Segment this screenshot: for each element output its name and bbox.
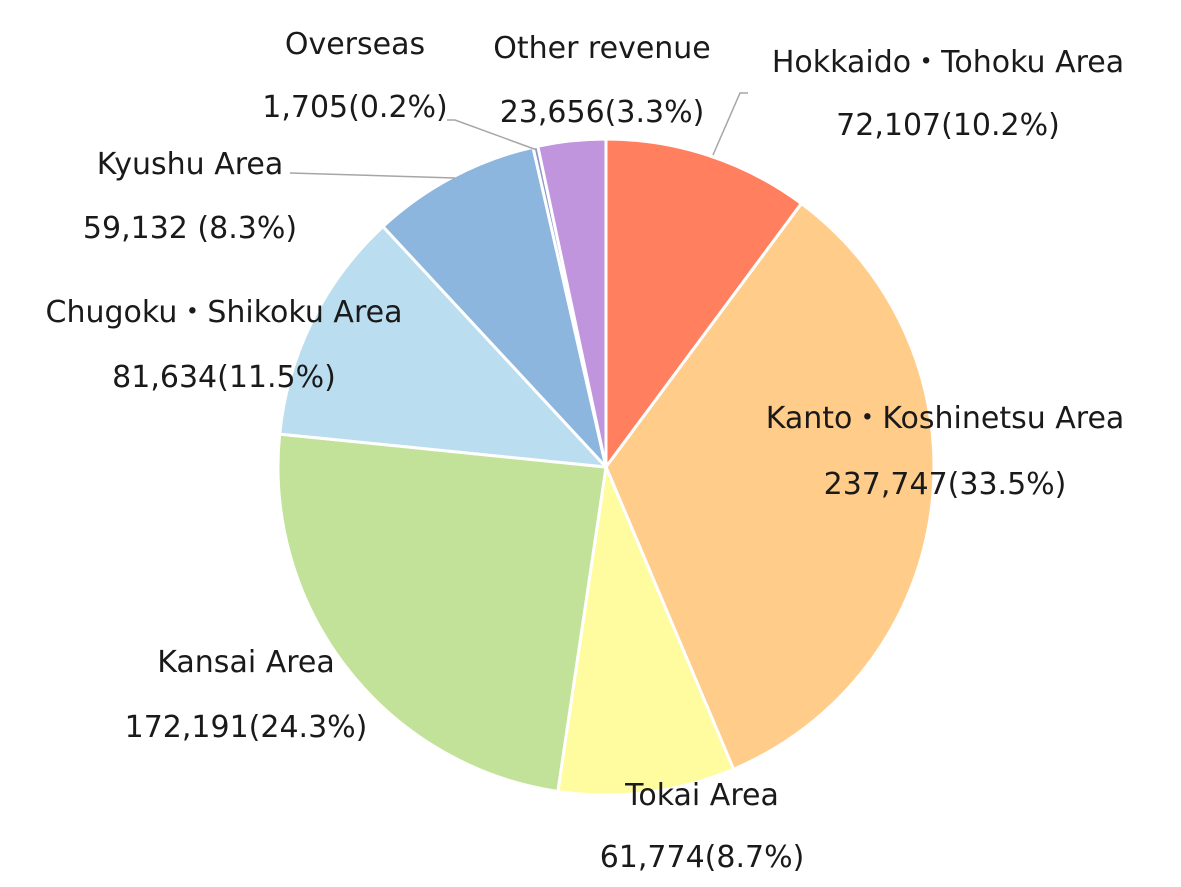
slice-name-label: Hokkaido・Tohoku Area [772, 45, 1124, 80]
slice-value-label: 61,774(8.7%) [600, 840, 805, 875]
leader-line-hokkaido-tohoku-area [712, 92, 748, 156]
slice-name-label: Overseas [285, 27, 425, 62]
pie-slice-tokai-area [556, 465, 736, 797]
slice-value-label: 23,656(3.3%) [500, 95, 705, 130]
slice-value-label: 172,191(24.3%) [125, 710, 368, 745]
slice-name-label: Chugoku・Shikoku Area [46, 295, 403, 330]
leader-lines [289, 92, 748, 179]
pie-slice-other-revenue [536, 137, 608, 469]
slice-name-label: Kyushu Area [97, 147, 284, 182]
slice-value-label: 1,705(0.2%) [262, 90, 448, 125]
pie-slice-kanto-koshinetsu-area [604, 202, 936, 771]
pie-slice-chugoku-shikoku-area [278, 225, 608, 469]
slice-name-label: Other revenue [493, 31, 711, 66]
leader-line-kyushu-area [289, 172, 456, 179]
slice-name-label: Tokai Area [624, 778, 779, 813]
leader-line-overseas [447, 119, 538, 151]
pie-slice-kansai-area [276, 432, 608, 793]
slice-value-label: 72,107(10.2%) [836, 108, 1060, 143]
pie-slices [276, 137, 936, 797]
slice-name-label: Kansai Area [157, 645, 334, 680]
pie-slice-hokkaido-tohoku-area [604, 137, 803, 469]
slice-value-label: 81,634(11.5%) [112, 360, 336, 395]
slice-name-label: Kanto・Koshinetsu Area [766, 401, 1125, 436]
slice-labels: Hokkaido・Tohoku Area 72,107(10.2%) Kanto・K… [46, 27, 1125, 875]
slice-value-label: 237,747(33.5%) [824, 467, 1067, 502]
slice-value-label: 59,132 (8.3%) [83, 211, 297, 246]
